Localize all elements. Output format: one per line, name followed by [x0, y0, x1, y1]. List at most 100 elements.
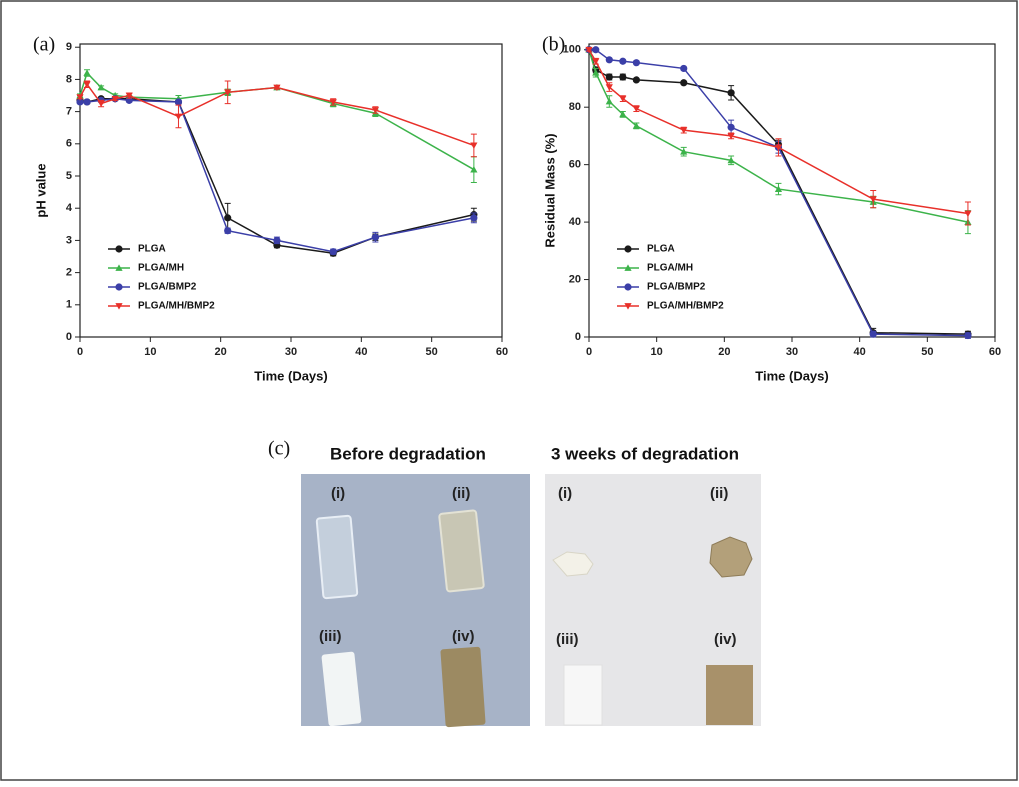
marker	[125, 92, 133, 100]
y-tick-label: 80	[569, 101, 581, 113]
marker	[83, 98, 91, 106]
y-tick-label: 2	[66, 267, 72, 279]
marker	[605, 97, 613, 105]
legend-marker	[115, 264, 123, 271]
x-tick-label: 30	[786, 346, 798, 358]
legend-marker	[624, 264, 632, 271]
y-tick-label: 100	[563, 44, 581, 56]
y-tick-label: 20	[569, 273, 581, 285]
marker	[174, 113, 183, 121]
marker	[632, 105, 640, 113]
marker	[76, 94, 84, 101]
x-tick-label: 0	[586, 346, 592, 358]
y-tick-label: 9	[66, 41, 72, 53]
sample-label: (iv)	[714, 631, 737, 648]
series-line	[589, 48, 968, 337]
legend-label: PLGA/MH	[647, 263, 693, 274]
marker	[727, 123, 735, 131]
marker	[329, 248, 337, 256]
x-tick-label: 20	[215, 346, 227, 358]
sample	[315, 514, 359, 600]
legend-marker	[624, 245, 632, 253]
x-tick-label: 0	[77, 346, 83, 358]
marker	[619, 73, 627, 81]
marker	[964, 331, 972, 340]
marker	[585, 46, 593, 54]
marker	[97, 100, 105, 108]
sample	[563, 664, 603, 726]
y-tick-label: 5	[66, 170, 72, 182]
photo-before: (i) (ii) (iii) (iv)	[301, 474, 530, 728]
legend-label: PLGA/BMP2	[138, 282, 197, 293]
marker	[632, 59, 640, 67]
marker	[605, 84, 613, 91]
marker	[605, 56, 613, 64]
sample	[440, 646, 486, 728]
legend-label: PLGA/MH	[138, 263, 184, 274]
y-tick-label: 60	[569, 159, 581, 171]
marker	[869, 196, 877, 203]
marker	[224, 214, 232, 222]
marker	[592, 46, 600, 54]
marker	[470, 142, 478, 150]
marker	[329, 99, 337, 106]
marker	[727, 89, 735, 97]
y-tick-label: 40	[569, 216, 581, 228]
marker	[680, 64, 688, 73]
sample-label: (ii)	[452, 485, 470, 502]
marker	[111, 95, 119, 103]
panel-label: (c)	[268, 438, 290, 460]
legend-label: PLGA/BMP2	[647, 282, 706, 293]
marker	[76, 98, 84, 106]
marker	[680, 79, 688, 87]
sample-label: (i)	[331, 485, 345, 502]
y-tick-label: 8	[66, 73, 72, 85]
x-tick-label: 60	[496, 346, 508, 358]
sample	[706, 665, 753, 725]
marker	[97, 83, 105, 91]
legend-label: PLGA	[138, 244, 166, 255]
marker	[727, 156, 735, 164]
sample-label: (iii)	[556, 631, 579, 648]
series-line	[588, 49, 969, 215]
x-tick-label: 30	[285, 346, 297, 358]
legend-marker	[624, 303, 632, 310]
legend-label: PLGA/MH/BMP2	[138, 301, 215, 312]
sample-label: (ii)	[710, 485, 728, 502]
marker	[83, 81, 91, 88]
photo-title: 3 weeks of degradation	[551, 444, 739, 463]
legend-marker	[115, 303, 123, 310]
marker	[83, 69, 91, 76]
x-tick-label: 40	[854, 346, 866, 358]
marker	[592, 69, 600, 76]
legend-label: PLGA/MH/BMP2	[647, 301, 724, 312]
panel-label: (b)	[542, 34, 565, 56]
photo-after: (i) (ii) (iii) (iv)	[545, 474, 761, 726]
y-tick-label: 6	[66, 138, 72, 150]
sample	[438, 509, 485, 593]
sample	[552, 551, 594, 577]
series-line	[588, 49, 969, 223]
legend-marker	[115, 245, 123, 253]
x-tick-label: 50	[921, 346, 933, 358]
x-tick-label: 50	[426, 346, 438, 358]
marker	[632, 122, 640, 129]
marker	[273, 236, 281, 245]
panel-label: (a)	[33, 34, 55, 56]
x-tick-label: 10	[144, 346, 156, 358]
sample	[709, 536, 753, 578]
y-axis-title: Residual Mass (%)	[542, 133, 557, 247]
y-tick-label: 4	[66, 202, 73, 214]
sample	[321, 651, 362, 727]
legend-marker	[624, 283, 632, 291]
marker	[273, 84, 281, 92]
marker	[680, 127, 688, 134]
marker	[869, 330, 877, 338]
legend-label: PLGA	[647, 244, 675, 255]
marker	[371, 107, 379, 114]
marker	[680, 148, 688, 155]
marker	[224, 89, 232, 96]
marker	[727, 133, 735, 140]
x-tick-label: 60	[989, 346, 1001, 358]
x-axis-title: Time (Days)	[755, 368, 828, 383]
